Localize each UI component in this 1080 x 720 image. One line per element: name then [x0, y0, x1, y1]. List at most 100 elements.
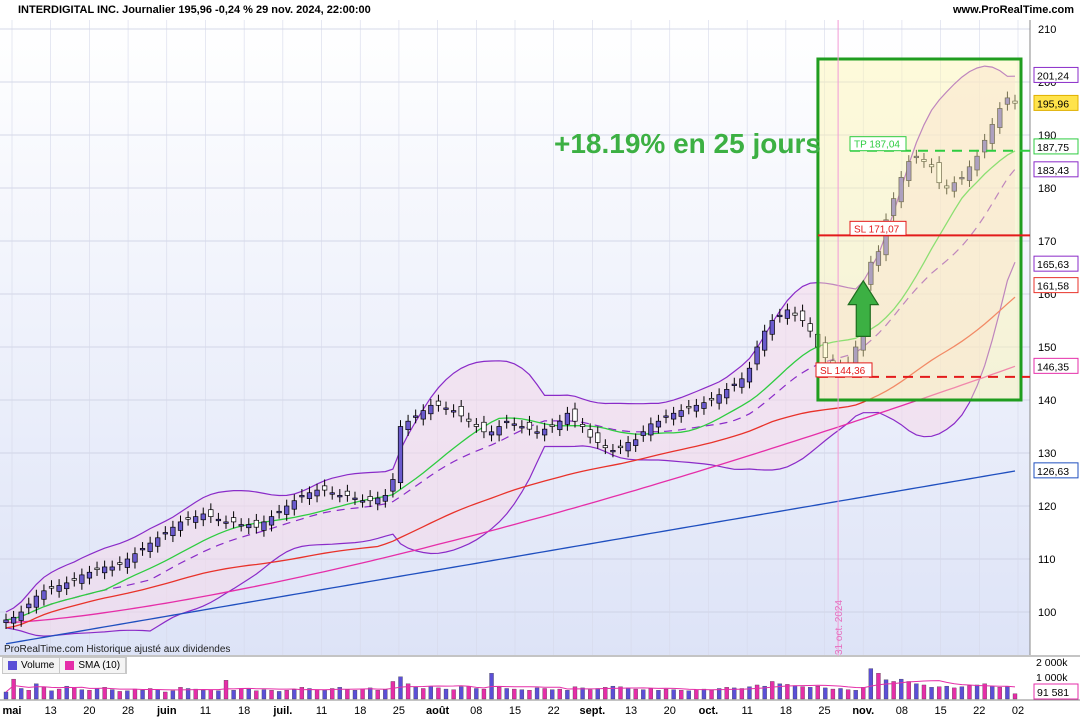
- candle-body: [230, 517, 237, 523]
- volume-bar: [26, 690, 31, 700]
- candle-body: [572, 408, 578, 422]
- volume-bar: [87, 690, 92, 700]
- candle-body: [322, 485, 328, 491]
- candle-body: [200, 513, 206, 521]
- volume-bar: [421, 688, 426, 700]
- candle-body: [435, 400, 442, 406]
- candle-body: [663, 415, 669, 418]
- volume-bar: [147, 688, 153, 700]
- volume-bar: [1012, 693, 1018, 700]
- x-tick-label: 25: [818, 705, 830, 717]
- tp-box: [849, 136, 907, 152]
- volume-bar: [572, 686, 578, 700]
- candle-body: [10, 616, 17, 624]
- candle-body: [473, 424, 479, 427]
- candle-body: [557, 420, 563, 431]
- volume-bar: [967, 685, 972, 700]
- volume-bar: [390, 681, 396, 700]
- volume-legend-item-0[interactable]: Volume: [3, 658, 61, 673]
- volume-bar: [269, 690, 274, 700]
- volume-bar: [990, 685, 995, 700]
- gain-annotation: +18.19% en 25 jours: [554, 128, 821, 159]
- x-tick-label: 11: [200, 705, 211, 717]
- volume-bar: [588, 689, 593, 700]
- candle-body: [625, 442, 631, 452]
- candle-body: [291, 500, 297, 510]
- volume-bar: [709, 690, 714, 700]
- volume-bar: [944, 685, 949, 700]
- candle-body: [784, 309, 791, 319]
- volume-bar: [800, 686, 805, 700]
- volume-bar: [550, 689, 555, 700]
- volume-bar: [868, 668, 874, 700]
- volume-bar: [474, 688, 479, 700]
- x-tick-label: 18: [354, 705, 366, 717]
- candle-body: [671, 412, 677, 420]
- x-tick-label: 13: [45, 705, 57, 717]
- candle-body: [56, 585, 62, 592]
- volume-bar: [231, 690, 236, 700]
- volume-bar: [959, 686, 965, 700]
- volume-bar: [686, 690, 691, 700]
- price-tag-label: 201,24: [1037, 70, 1069, 82]
- candle-body: [997, 108, 1003, 128]
- candle-body: [511, 423, 517, 426]
- candle-body: [276, 510, 282, 514]
- volume-bar: [861, 687, 866, 700]
- candle-body: [94, 567, 100, 570]
- price-tag-box: [1033, 462, 1079, 479]
- candle-body: [375, 497, 381, 505]
- candle-body: [701, 402, 707, 409]
- candle-body: [147, 542, 153, 552]
- volume-bar: [823, 687, 828, 700]
- volume-bar: [254, 690, 259, 700]
- volume-bar: [625, 687, 631, 700]
- candle-body: [162, 532, 168, 535]
- sl-high-box: [849, 220, 907, 236]
- volume-legend-item-1[interactable]: SMA (10): [60, 658, 127, 673]
- volume-bar: [762, 685, 767, 700]
- sma200-line: [5, 470, 1016, 645]
- candle-body: [777, 314, 783, 318]
- candle-body: [913, 155, 919, 159]
- volume-bar: [79, 689, 85, 700]
- up-arrow-icon: [847, 279, 880, 337]
- candle-body: [299, 495, 305, 498]
- candle-body: [534, 431, 540, 434]
- volume-bar: [72, 687, 77, 700]
- x-tick-label: 20: [83, 705, 95, 717]
- y-tick-label: 170: [1038, 236, 1056, 248]
- x-tick-label: 08: [896, 705, 908, 717]
- price-tag-box: [1033, 357, 1079, 374]
- y-tick-label: 130: [1038, 448, 1056, 460]
- candle-body: [762, 330, 768, 351]
- x-tick-label: 15: [509, 705, 521, 717]
- candle-body: [86, 571, 93, 579]
- candle-body: [466, 418, 472, 422]
- volume-bar: [496, 687, 502, 700]
- volume-bar: [185, 688, 191, 700]
- volume-bar: [284, 690, 289, 700]
- x-tick-label: 11: [316, 705, 327, 717]
- volume-bar: [246, 688, 251, 700]
- candle-body: [1012, 100, 1018, 104]
- candle-body: [488, 431, 495, 436]
- volume-bar: [739, 688, 745, 700]
- price-tag-box: [1033, 277, 1079, 294]
- volume-bar: [1005, 686, 1010, 700]
- candle-body: [102, 566, 108, 574]
- price-tag-box: [1033, 161, 1079, 178]
- price-tag-label: 161,58: [1037, 281, 1069, 293]
- volume-bar: [322, 690, 327, 700]
- candle-body: [708, 398, 715, 401]
- candle-body: [807, 323, 813, 332]
- volume-bar: [747, 686, 752, 700]
- candle-body: [966, 166, 973, 181]
- candle-body: [928, 164, 935, 168]
- candle-body: [155, 537, 161, 547]
- volume-bar: [413, 687, 418, 700]
- volume-bar: [618, 686, 623, 700]
- volume-bar: [565, 690, 570, 700]
- volume-bar: [534, 687, 540, 700]
